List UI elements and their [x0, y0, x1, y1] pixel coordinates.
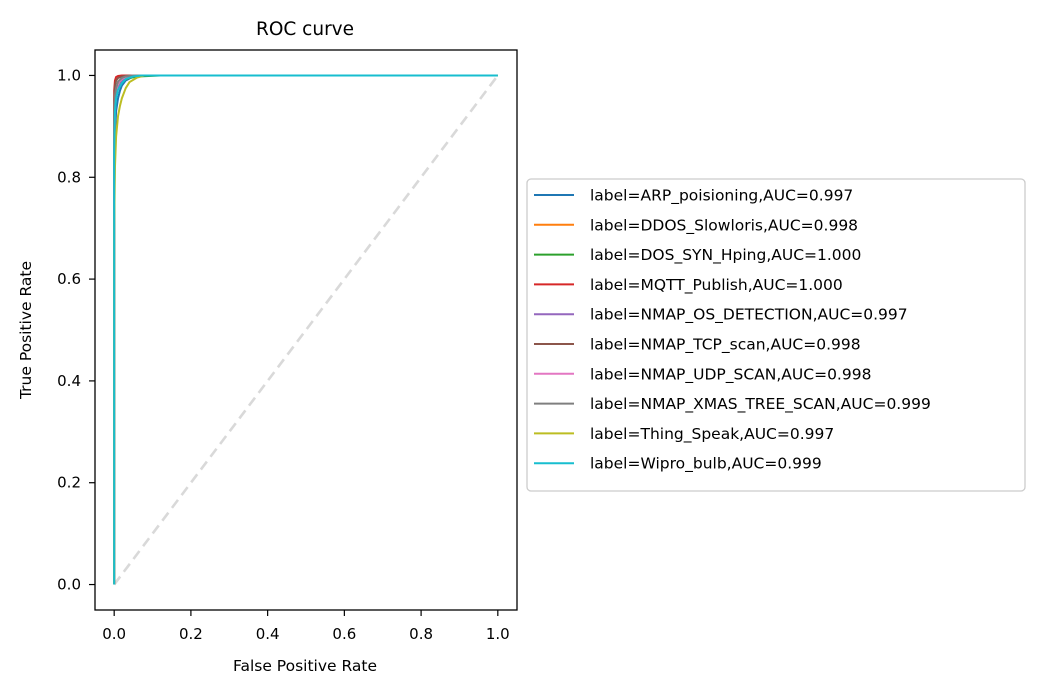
- x-tick-label: 1.0: [486, 625, 510, 643]
- x-axis-label: False Positive Rate: [233, 657, 377, 675]
- legend-entry-label: label=NMAP_UDP_SCAN,AUC=0.998: [590, 365, 871, 384]
- y-axis-label: True Positive Rate: [17, 261, 35, 400]
- legend-entry-label: label=MQTT_Publish,AUC=1.000: [590, 276, 843, 295]
- x-tick-label: 0.4: [256, 625, 280, 643]
- legend-entry-label: label=DOS_SYN_Hping,AUC=1.000: [590, 246, 861, 265]
- series-layer: [113, 74, 498, 585]
- legend-entry-label: label=NMAP_TCP_scan,AUC=0.998: [590, 336, 861, 355]
- y-tick-label: 0.8: [57, 168, 81, 186]
- y-tick-label: 1.0: [57, 66, 81, 84]
- legend-entry-label: label=NMAP_XMAS_TREE_SCAN,AUC=0.999: [590, 395, 931, 414]
- legend-entry-label: label=Thing_Speak,AUC=0.997: [590, 425, 834, 444]
- y-tick-label: 0.0: [57, 576, 81, 594]
- legend-entry-label: label=DDOS_Slowloris,AUC=0.998: [590, 216, 858, 235]
- axes-layer: 0.0 0.2 0.4 0.6 0.8 1.0 0.0 0.2 0.4 0.6 0.8 1.0: [57, 49, 518, 643]
- roc-series-10-line: [113, 74, 498, 585]
- legend-entry-label: label=NMAP_OS_DETECTION,AUC=0.997: [590, 306, 908, 325]
- y-tick-label: 0.2: [57, 474, 81, 492]
- y-tick-label: 0.6: [57, 270, 81, 288]
- x-tick-label: 0.2: [179, 625, 203, 643]
- chart-title: ROC curve: [256, 19, 354, 40]
- x-tick-label: 0.6: [332, 625, 356, 643]
- legend-box: [526, 178, 1026, 492]
- plot-frame: [94, 49, 518, 611]
- legend: label=ARP_poisioning,AUC=0.997 label=DDOS…: [526, 178, 1026, 492]
- legend-entry-label: label=ARP_poisioning,AUC=0.997: [590, 187, 853, 206]
- chance-diagonal-line: [113, 74, 499, 586]
- legend-entry-label: label=Wipro_bulb,AUC=0.999: [590, 455, 822, 474]
- y-tick-label: 0.4: [57, 372, 81, 390]
- x-tick-label: 0.0: [102, 625, 126, 643]
- x-tick-label: 0.8: [409, 625, 433, 643]
- baseline-layer: [113, 74, 499, 586]
